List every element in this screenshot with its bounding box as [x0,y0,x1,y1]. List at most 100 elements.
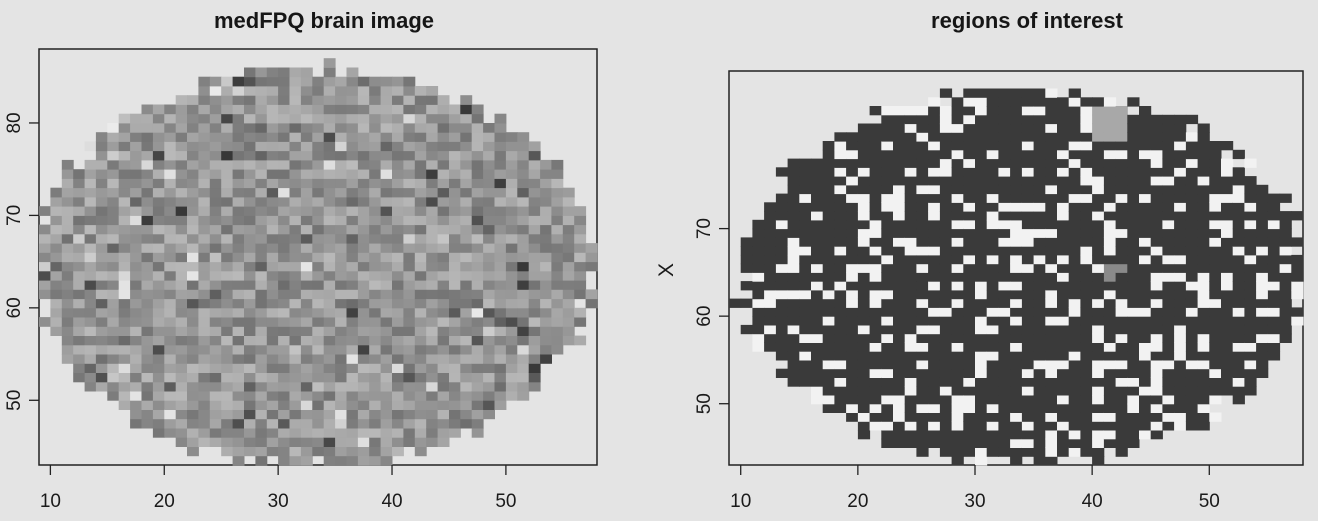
heatmap-cell [84,169,97,179]
heatmap-cell [1045,430,1058,440]
heatmap-cell [289,391,302,401]
heatmap-cell [1092,342,1105,352]
heatmap-cell [380,169,393,179]
heatmap-cell [1232,395,1245,405]
heatmap-cell [232,150,245,161]
heatmap-cell [141,344,154,355]
heatmap-cell [483,261,495,272]
heatmap-cell [141,141,154,152]
heatmap-cell [107,335,120,346]
heatmap-cell [414,372,427,383]
heatmap-cell [551,261,564,272]
heatmap-cell [255,86,268,96]
heatmap-cell [1068,114,1081,125]
heatmap-cell [175,206,188,216]
heatmap-cell [1162,316,1175,326]
heatmap-cell [164,252,177,263]
heatmap-cell [300,437,313,447]
heatmap-cell [869,237,882,247]
heatmap-cell [916,447,929,457]
heatmap-cell [244,280,256,290]
heatmap-cell [471,159,484,170]
heatmap-cell [221,446,234,457]
heatmap-cell [289,354,302,364]
heatmap-cell [392,307,404,318]
heatmap-cell [244,67,256,78]
heatmap-cell [403,400,416,410]
heatmap-cell [764,289,777,300]
heatmap-cell [61,326,74,336]
heatmap-cell [857,359,871,370]
heatmap-cell [916,141,929,151]
heatmap-cell [266,196,279,207]
heatmap-cell [403,215,416,226]
heatmap-cell [130,335,142,346]
heatmap-cell [881,438,894,448]
heatmap-cell [437,381,450,392]
heatmap-cell [963,167,976,177]
heatmap-cell [289,141,302,152]
heatmap-cell [1103,342,1117,352]
heatmap-cell [84,243,97,253]
heatmap-cell [1127,149,1140,160]
heatmap-cell [278,261,290,272]
heatmap-cell [1068,97,1081,107]
heatmap-cell [916,298,929,308]
heatmap-cell [1033,412,1046,422]
heatmap-cell [187,391,199,401]
heatmap-cell [1209,272,1222,282]
heatmap-cell [449,196,461,207]
heatmap-cell [1185,132,1199,142]
heatmap-cell [1174,228,1187,238]
heatmap-cell [1115,263,1128,273]
heatmap-cell [551,289,564,300]
heatmap-cell [787,289,800,300]
heatmap-cell [164,261,177,272]
heatmap-cell [904,272,917,282]
heatmap-cell [403,196,416,207]
heatmap-cell [221,400,234,410]
heatmap-cell [998,123,1011,133]
heatmap-cell [975,307,988,317]
heatmap-cell [986,263,999,273]
heatmap-cell [1150,246,1163,256]
heatmap-cell [494,289,507,300]
heatmap-cell [775,298,789,308]
heatmap-cell [175,113,188,124]
heatmap-cell [775,324,789,335]
heatmap-cell [551,280,564,290]
heatmap-cell [857,281,871,291]
heatmap-cell [1080,289,1093,300]
heatmap-cell [881,359,894,370]
heatmap-cell [975,289,988,300]
heatmap-cell [278,344,290,355]
heatmap-cell [1174,298,1187,308]
heatmap-cell [1080,430,1093,440]
heatmap-cell [1057,430,1070,440]
heatmap-cell [1279,281,1292,291]
heatmap-cell [822,281,835,291]
heatmap-cell [881,298,894,308]
heatmap-cell [221,317,234,327]
heatmap-cell [916,149,929,160]
heatmap-cell [1033,272,1046,282]
heatmap-cell [787,324,800,335]
heatmap-cell [483,178,495,189]
heatmap-cell [1033,421,1046,431]
heatmap-cell [187,150,199,161]
heatmap-cell [494,391,507,401]
heatmap-cell [323,132,336,142]
heatmap-cell [380,455,393,466]
heatmap-cell [1127,272,1140,282]
heatmap-cell [505,252,518,263]
heatmap-cell [893,114,906,125]
heatmap-cell [232,270,245,281]
heatmap-cell [392,187,404,198]
heatmap-cell [95,335,108,346]
heatmap-cell [460,178,473,189]
heatmap-cell [107,224,120,235]
heatmap-cell [141,123,154,133]
heatmap-cell [1045,272,1058,282]
heatmap-cell [392,159,404,170]
